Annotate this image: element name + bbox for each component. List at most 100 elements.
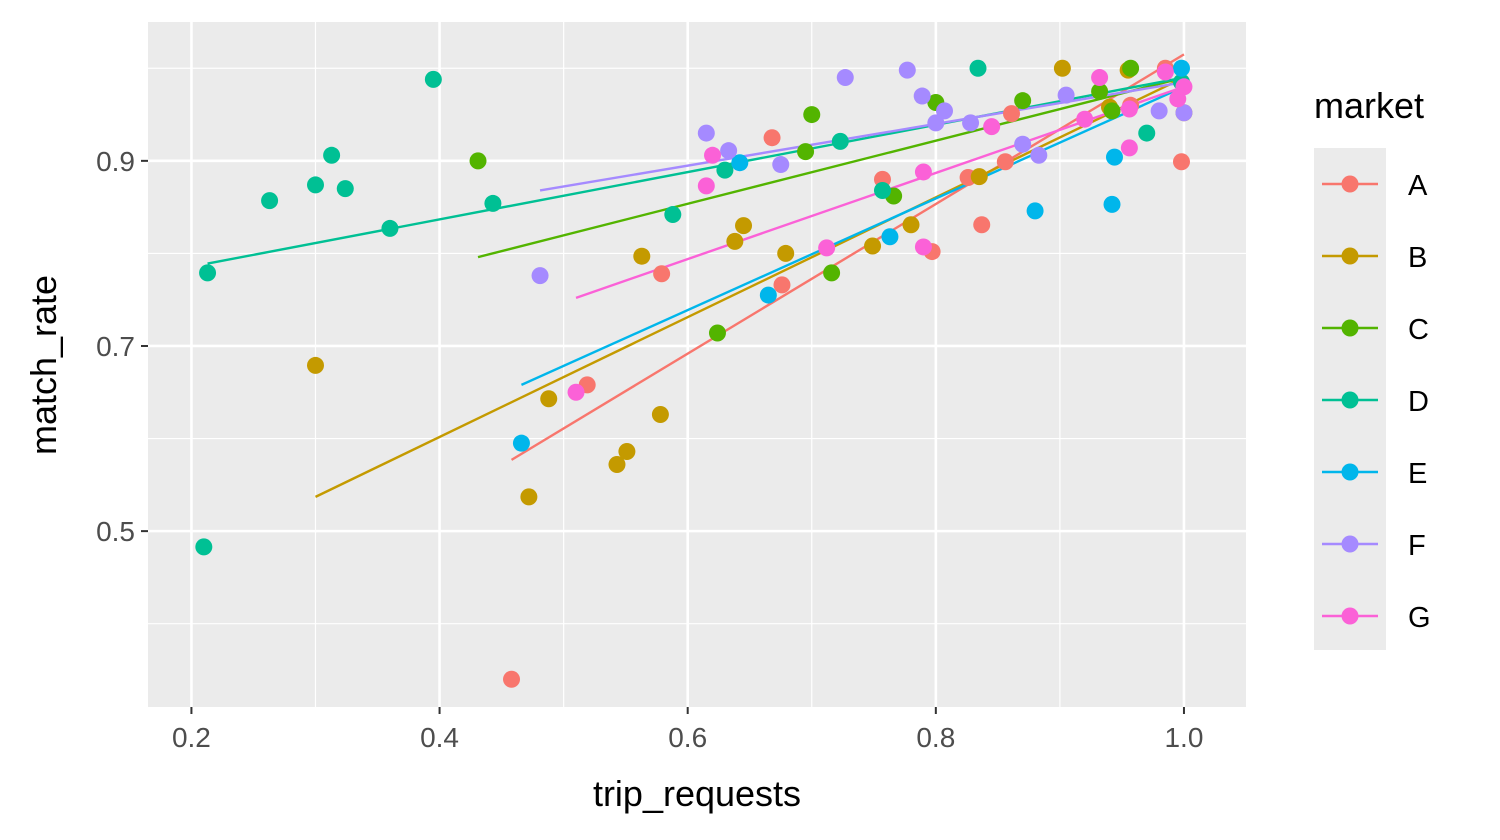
y-tick-label: 0.5 bbox=[96, 516, 135, 547]
point-a bbox=[1172, 153, 1190, 171]
point-g bbox=[1076, 110, 1094, 128]
point-b bbox=[633, 247, 651, 265]
point-g bbox=[1175, 78, 1193, 96]
point-c bbox=[1103, 102, 1121, 120]
x-tick-label: 0.6 bbox=[668, 722, 707, 753]
legend-label-g: G bbox=[1408, 602, 1431, 634]
point-f bbox=[1057, 86, 1075, 104]
point-g bbox=[567, 383, 585, 401]
point-a bbox=[996, 153, 1014, 171]
x-tick-label: 1.0 bbox=[1164, 722, 1203, 753]
point-f bbox=[1175, 104, 1193, 122]
fit-line-c bbox=[477, 76, 1185, 259]
x-axis: 0.2 0.4 0.6 0.8 1.0 bbox=[172, 707, 1203, 753]
point-d bbox=[664, 206, 682, 224]
y-axis: 0.5 0.7 0.9 bbox=[96, 146, 148, 547]
point-g bbox=[697, 177, 715, 195]
point-d bbox=[199, 264, 217, 282]
point-b bbox=[735, 217, 753, 235]
point-e bbox=[731, 154, 749, 172]
point-d bbox=[831, 132, 849, 150]
point-a bbox=[1003, 105, 1021, 123]
point-b bbox=[608, 455, 626, 473]
legend-label-a: A bbox=[1408, 170, 1428, 202]
legend-point-e bbox=[1341, 463, 1359, 481]
legend-point-g bbox=[1341, 607, 1359, 625]
point-b bbox=[726, 232, 744, 250]
point-c bbox=[1014, 92, 1032, 110]
point-g bbox=[1156, 63, 1174, 81]
point-d bbox=[873, 181, 891, 199]
point-b bbox=[1053, 59, 1071, 77]
point-b bbox=[970, 168, 988, 186]
data-points bbox=[195, 59, 1193, 688]
point-c bbox=[708, 324, 726, 342]
point-g bbox=[914, 163, 932, 181]
point-a bbox=[763, 129, 781, 147]
point-d bbox=[1138, 124, 1156, 142]
point-d bbox=[195, 538, 213, 556]
point-c bbox=[1091, 82, 1109, 100]
point-b bbox=[306, 356, 324, 374]
y-tick-label: 0.9 bbox=[96, 146, 135, 177]
point-d bbox=[261, 192, 279, 210]
point-g bbox=[1120, 100, 1138, 118]
point-g bbox=[1091, 69, 1109, 87]
point-b bbox=[540, 390, 558, 408]
point-f bbox=[697, 124, 715, 142]
point-b bbox=[864, 237, 882, 255]
point-b bbox=[520, 488, 538, 506]
point-g bbox=[704, 146, 722, 164]
legend-label-d: D bbox=[1408, 386, 1429, 418]
legend-items: A B C D E F G bbox=[1322, 170, 1431, 634]
legend-title: market bbox=[1314, 85, 1424, 126]
x-axis-title: trip_requests bbox=[593, 773, 801, 814]
point-g bbox=[914, 238, 932, 256]
point-b bbox=[618, 443, 636, 461]
x-tick-label: 0.2 bbox=[172, 722, 211, 753]
legend-point-c bbox=[1341, 319, 1359, 337]
legend-point-a bbox=[1341, 175, 1359, 193]
point-e bbox=[1172, 59, 1190, 77]
point-c bbox=[1122, 59, 1140, 77]
point-b bbox=[777, 244, 795, 262]
point-f bbox=[531, 267, 549, 285]
point-f bbox=[720, 142, 738, 160]
point-b bbox=[651, 405, 669, 423]
point-f bbox=[1014, 135, 1032, 153]
point-d bbox=[306, 176, 324, 194]
legend: market A B C D E F G bbox=[1314, 85, 1431, 650]
point-f bbox=[936, 102, 954, 120]
point-e bbox=[881, 228, 899, 246]
point-a bbox=[773, 276, 791, 294]
point-e bbox=[759, 286, 777, 304]
point-g bbox=[983, 118, 1001, 136]
point-d bbox=[969, 59, 987, 77]
point-g bbox=[1120, 139, 1138, 157]
point-f bbox=[962, 114, 980, 132]
point-e bbox=[1105, 148, 1123, 166]
fit-line-e bbox=[520, 85, 1185, 386]
point-f bbox=[1150, 102, 1168, 120]
legend-label-c: C bbox=[1408, 314, 1429, 346]
y-axis-title: match_rate bbox=[23, 275, 64, 455]
point-a bbox=[973, 216, 991, 234]
point-e bbox=[1103, 195, 1121, 213]
legend-label-f: F bbox=[1408, 530, 1426, 562]
point-f bbox=[836, 69, 854, 87]
legend-point-d bbox=[1341, 391, 1359, 409]
point-e bbox=[512, 434, 530, 452]
point-d bbox=[424, 70, 442, 88]
point-c bbox=[823, 264, 841, 282]
point-b bbox=[902, 216, 920, 234]
point-f bbox=[913, 87, 931, 105]
point-f bbox=[1030, 146, 1048, 164]
fit-line-f bbox=[539, 80, 1185, 192]
point-c bbox=[469, 152, 487, 170]
point-a bbox=[503, 670, 521, 688]
point-d bbox=[336, 180, 354, 198]
point-f bbox=[898, 61, 916, 79]
point-g bbox=[818, 239, 836, 257]
point-f bbox=[772, 156, 790, 174]
